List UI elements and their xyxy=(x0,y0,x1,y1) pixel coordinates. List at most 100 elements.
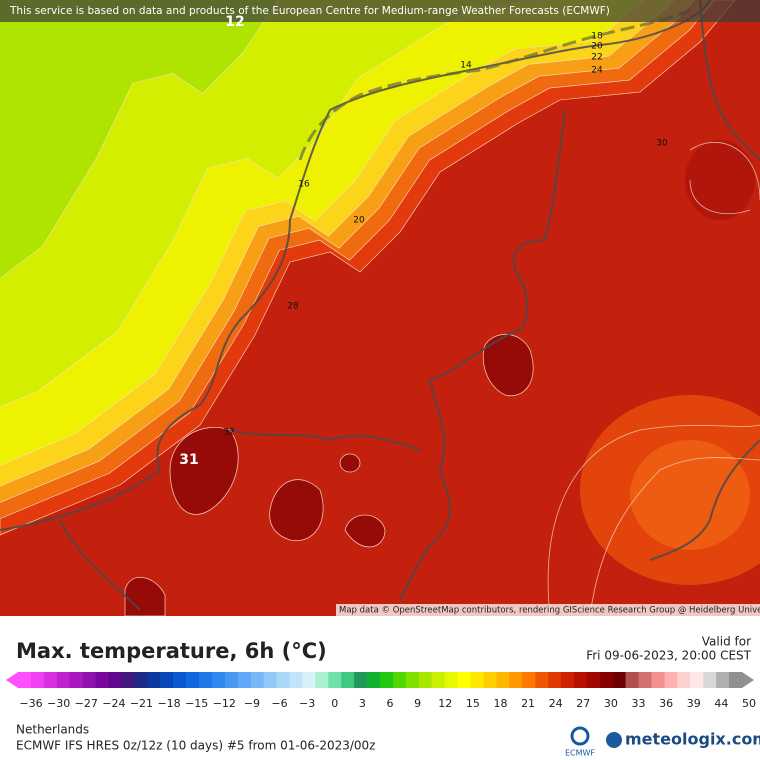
swatch xyxy=(651,672,665,688)
swatch xyxy=(367,672,381,688)
valid-time: Fri 09-06-2023, 20:00 CEST xyxy=(586,649,751,663)
temperature-bands xyxy=(0,0,736,536)
warm-core xyxy=(630,440,750,550)
swatch xyxy=(612,672,626,688)
legend-label: −30 xyxy=(47,697,70,710)
legend-label: 36 xyxy=(659,697,673,710)
swatch xyxy=(30,672,45,688)
swatch xyxy=(43,672,58,688)
attribution: This service is based on data and produc… xyxy=(9,5,610,17)
legend-label: −15 xyxy=(185,697,208,710)
swatch xyxy=(354,672,368,688)
swatch xyxy=(289,672,303,688)
swatch xyxy=(121,672,135,688)
hot-zone xyxy=(685,140,755,220)
contour-label: 30 xyxy=(656,139,668,149)
legend-label: −9 xyxy=(244,697,260,710)
swatch xyxy=(444,672,458,688)
swatch xyxy=(56,672,71,688)
legend-label: 50 xyxy=(742,697,756,710)
legend-label: −3 xyxy=(299,697,315,710)
legend-label: −27 xyxy=(75,697,98,710)
map-credit: Map data © OpenStreetMap contributors, r… xyxy=(339,606,760,616)
legend-label: −24 xyxy=(102,697,125,710)
legend-label: 27 xyxy=(576,697,590,710)
swatch xyxy=(315,672,329,688)
swatch xyxy=(134,672,148,688)
valid-label: Valid for xyxy=(702,635,751,649)
swatch xyxy=(431,672,445,688)
colorbar: −36 −30 −27 −24 −21 −18 −15 −12 −9 −6 −3 0 3 6 9 12 15 18… xyxy=(6,672,756,710)
swatch xyxy=(548,672,562,688)
legend-label: 39 xyxy=(687,697,701,710)
legend-label: −36 xyxy=(19,697,42,710)
swatch xyxy=(509,672,523,688)
swatch xyxy=(677,672,691,688)
legend-label: −18 xyxy=(157,697,180,710)
legend-label: 24 xyxy=(549,697,563,710)
contour-label: 20 xyxy=(353,216,365,226)
swatch xyxy=(535,672,549,688)
swatch xyxy=(625,672,639,688)
swatch xyxy=(392,672,407,688)
contour-label: 18 xyxy=(591,32,603,42)
swatch xyxy=(664,672,678,688)
ecmwf-logo: ECMWF xyxy=(565,749,595,758)
swatch xyxy=(483,672,497,688)
swatch xyxy=(160,672,174,688)
contour-label: 22 xyxy=(591,53,602,63)
model-info: ECMWF IFS HRES 0z/12z (10 days) #5 from … xyxy=(16,739,375,753)
swatch xyxy=(561,672,575,688)
swatch xyxy=(69,672,83,688)
swatch xyxy=(586,672,601,688)
islands xyxy=(298,8,691,161)
legend-label: 30 xyxy=(604,697,618,710)
swatch xyxy=(224,672,239,688)
swatch xyxy=(95,672,109,688)
swatch xyxy=(263,672,277,688)
brand-icon xyxy=(606,732,622,748)
legend-label: 33 xyxy=(632,697,646,710)
swatch xyxy=(199,672,213,688)
swatch xyxy=(496,672,510,688)
swatch xyxy=(147,672,161,688)
swatch xyxy=(108,672,122,688)
contour-label: 16 xyxy=(298,180,310,190)
footer: Max. temperature, 6h (°C) Valid for Fri … xyxy=(6,635,760,758)
borders xyxy=(0,0,760,611)
swatch xyxy=(173,672,187,688)
contour-label: 24 xyxy=(591,66,603,76)
ecmwf-icon xyxy=(570,726,590,746)
swatch xyxy=(405,672,420,688)
swatch xyxy=(328,672,342,688)
swatch xyxy=(237,672,252,688)
swatch xyxy=(470,672,484,688)
band xyxy=(0,0,546,408)
legend-label: 12 xyxy=(438,697,452,710)
legend-label: 21 xyxy=(521,697,535,710)
arrow-left xyxy=(6,672,18,688)
swatch xyxy=(690,672,704,688)
swatch xyxy=(276,672,290,688)
credit-bar xyxy=(336,604,760,616)
legend-label: −12 xyxy=(213,697,236,710)
legend-label: 15 xyxy=(466,697,480,710)
swatch xyxy=(186,672,200,688)
attribution-bar xyxy=(0,0,760,22)
swatch xyxy=(250,672,264,688)
band xyxy=(0,0,279,279)
swatch xyxy=(638,672,652,688)
contours xyxy=(547,141,760,616)
contour-label: 14 xyxy=(460,61,472,71)
contour-label: 12 xyxy=(225,14,244,30)
swatch xyxy=(457,672,471,688)
legend-label: 6 xyxy=(387,697,394,710)
title: Max. temperature, 6h (°C) xyxy=(16,639,327,663)
swatch xyxy=(703,672,717,688)
contour-label: 31 xyxy=(179,452,198,468)
swatch xyxy=(522,672,536,688)
swatch xyxy=(211,672,226,688)
swatch xyxy=(729,672,743,688)
arrow-right xyxy=(742,672,754,688)
